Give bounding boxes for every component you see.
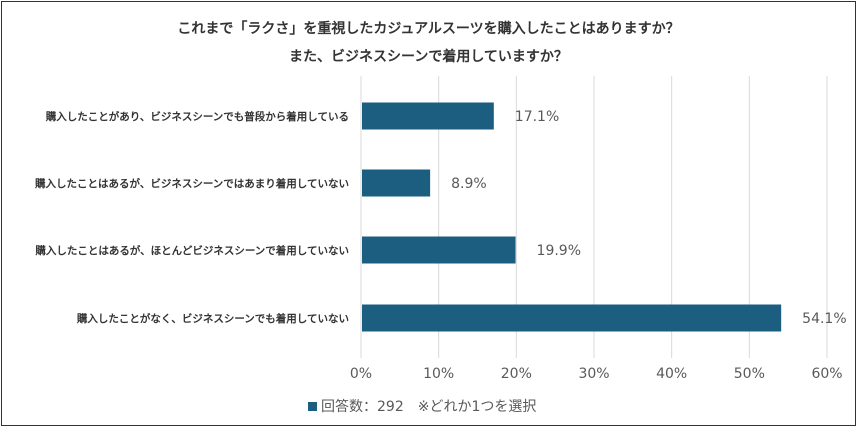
data-label: 19.9% xyxy=(537,243,581,259)
x-tick-label: 50% xyxy=(734,366,765,382)
x-tick-label: 60% xyxy=(811,366,842,382)
chart-footer: 回答数：292 ※どれか1つを選択 xyxy=(308,396,536,416)
x-tick-label: 20% xyxy=(501,366,532,382)
x-tick-label: 30% xyxy=(578,366,609,382)
category-label: 購入したことはあるが、ほとんどビジネスシーンで着用していない xyxy=(34,244,349,257)
data-label: 17.1% xyxy=(515,109,559,125)
data-label: 54.1% xyxy=(802,311,846,327)
category-label: 購入したことがあり、ビジネスシーンでも普段から着用している xyxy=(45,110,349,123)
data-label: 8.9% xyxy=(451,176,487,192)
chart-subtitle: また、ビジネスシーンで着用していますか？ xyxy=(289,49,568,65)
chart-title: これまで「ラクさ」を重視したカジュアルスーツを購入したことはありますか？ xyxy=(177,21,680,37)
category-label: 購入したことがなく、ビジネスシーンでも着用していない xyxy=(76,312,349,325)
bar xyxy=(362,169,431,197)
bar xyxy=(362,102,494,130)
bar xyxy=(362,236,516,264)
legend-text: 回答数：292 ※どれか1つを選択 xyxy=(321,399,537,415)
legend-swatch xyxy=(308,401,317,411)
x-tick-label: 40% xyxy=(656,366,687,382)
bar xyxy=(362,304,782,332)
x-tick-label: 0% xyxy=(350,366,372,382)
x-tick-label: 10% xyxy=(423,366,454,382)
category-label: 購入したことはあるが、ビジネスシーンではあまり着用していない xyxy=(34,177,349,190)
